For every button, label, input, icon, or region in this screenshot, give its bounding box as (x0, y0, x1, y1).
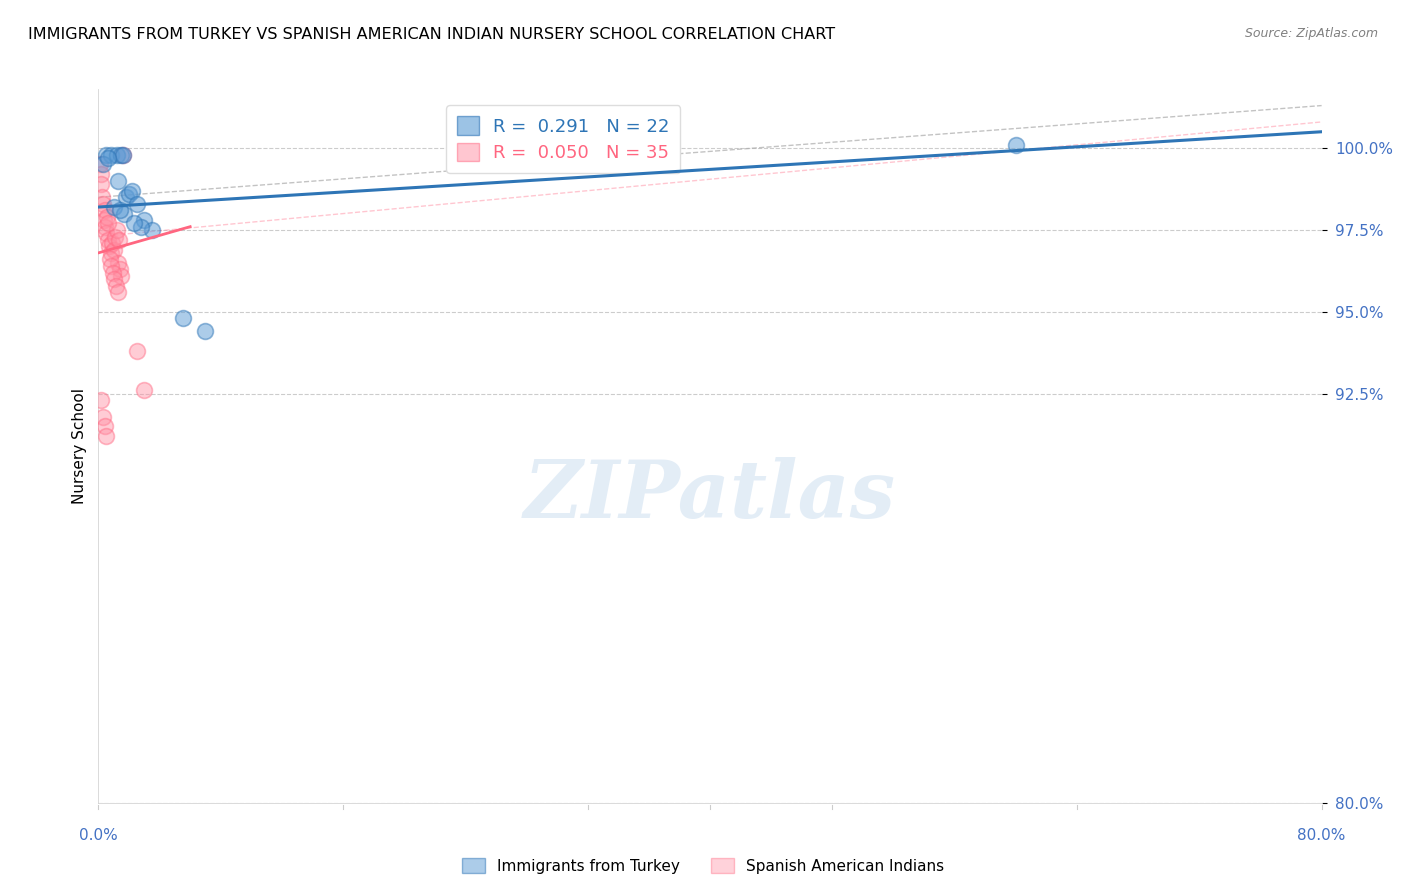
Point (103, 272, 125, 286)
Point (121, 184, 143, 198)
Point (93, 419, 115, 434)
Y-axis label: Nursery School: Nursery School (72, 388, 87, 504)
Point (105, 223, 128, 237)
Point (107, 174, 129, 188)
Point (110, 147, 132, 161)
Point (96, 210, 118, 224)
Point (108, 233, 131, 247)
Point (97, 151, 120, 165)
Point (104, 229, 127, 244)
Point (97, 216, 120, 230)
Point (194, 325, 217, 339)
Point (105, 147, 128, 161)
Text: 80.0%: 80.0% (1298, 828, 1346, 843)
Point (122, 216, 145, 230)
Legend: R =  0.291   N = 22, R =  0.050   N = 35: R = 0.291 N = 22, R = 0.050 N = 35 (446, 105, 681, 173)
Point (115, 190, 138, 204)
Point (125, 344, 148, 359)
Point (100, 259, 122, 273)
Point (91, 157, 114, 171)
Point (91, 190, 114, 204)
Text: IMMIGRANTS FROM TURKEY VS SPANISH AMERICAN INDIAN NURSERY SCHOOL CORRELATION CHA: IMMIGRANTS FROM TURKEY VS SPANISH AMERIC… (28, 27, 835, 42)
Point (111, 147, 134, 161)
Point (172, 311, 194, 326)
Text: 0.0%: 0.0% (79, 828, 118, 843)
Point (89, 157, 111, 171)
Point (129, 219, 152, 234)
Point (101, 266, 124, 280)
Point (112, 206, 135, 220)
Point (141, 223, 163, 237)
Point (97, 233, 120, 247)
Point (111, 147, 134, 161)
Point (90, 177, 112, 191)
Point (108, 262, 131, 277)
Point (100, 245, 122, 260)
Point (94, 203, 117, 218)
Point (107, 285, 129, 300)
Point (94, 226, 117, 240)
Point (90, 393, 112, 408)
Point (134, 213, 156, 227)
Point (108, 203, 131, 218)
Point (105, 278, 128, 293)
Point (98, 252, 121, 267)
Point (110, 268, 132, 283)
Point (93, 213, 115, 227)
Point (94, 429, 117, 443)
Point (107, 255, 129, 269)
Point (1004, 137, 1026, 152)
Point (101, 235, 124, 250)
Point (103, 200, 125, 214)
Point (94, 147, 117, 161)
Point (118, 186, 141, 201)
Point (134, 384, 156, 398)
Text: Source: ZipAtlas.com: Source: ZipAtlas.com (1244, 27, 1378, 40)
Point (91, 196, 114, 211)
Point (100, 147, 122, 161)
Legend: Immigrants from Turkey, Spanish American Indians: Immigrants from Turkey, Spanish American… (456, 852, 950, 880)
Text: ZIPatlas: ZIPatlas (524, 458, 896, 534)
Point (125, 196, 148, 211)
Point (93, 219, 115, 234)
Point (90, 167, 112, 181)
Point (98, 239, 121, 253)
Point (103, 243, 125, 257)
Point (91, 409, 114, 424)
